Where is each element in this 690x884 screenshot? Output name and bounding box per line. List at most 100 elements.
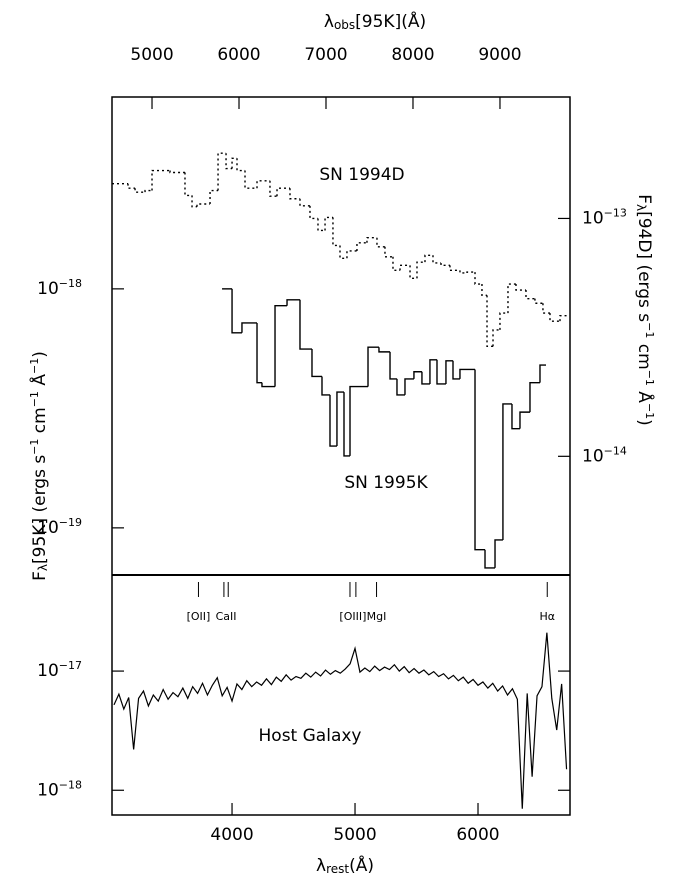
step-segment bbox=[409, 265, 417, 280]
step-segment bbox=[459, 270, 468, 274]
tick-exponent: −17 bbox=[59, 659, 82, 672]
y2-axis-label: Fλ[94D] (ergs s−1 cm−1 Å−1) bbox=[634, 194, 656, 426]
x-axis-label: λrest(Å) bbox=[316, 854, 374, 876]
y-tick-label: 10−13 bbox=[582, 207, 627, 229]
step-segment bbox=[474, 272, 482, 285]
step-segment bbox=[499, 312, 508, 330]
step-segment bbox=[329, 394, 337, 447]
step-segment bbox=[127, 183, 136, 189]
step-segment bbox=[144, 189, 153, 193]
step-segment bbox=[324, 216, 333, 231]
label-part: −1 bbox=[643, 370, 656, 386]
tick-exponent: −19 bbox=[59, 516, 82, 529]
label-part: F bbox=[634, 194, 654, 204]
tick-base: 10 bbox=[582, 446, 604, 466]
line-marker-label: MgI bbox=[367, 610, 387, 623]
label-part: F bbox=[30, 571, 50, 581]
y-axis-label: Fλ[95K] (ergs s−1 cm−1 Å−1) bbox=[28, 351, 50, 581]
x-axis-label: λobs[95K](Å) bbox=[324, 10, 426, 32]
step-segment bbox=[449, 265, 460, 272]
label-part: −1 bbox=[28, 439, 41, 455]
step-segment bbox=[432, 255, 441, 264]
label-part: [95K] (ergs s bbox=[30, 455, 50, 564]
step-segment bbox=[332, 217, 340, 247]
line-marker-label: [OIII] bbox=[339, 610, 366, 623]
step-segment bbox=[378, 347, 391, 353]
step-segment bbox=[191, 195, 197, 208]
line-marker-label: [OII] bbox=[187, 610, 211, 623]
x-tick-label: 8000 bbox=[391, 45, 434, 65]
step-segment bbox=[481, 284, 488, 297]
y-tick-label: 10−17 bbox=[37, 659, 82, 681]
tick-base: 10 bbox=[37, 780, 59, 800]
step-segment bbox=[261, 382, 276, 388]
step-segment bbox=[134, 188, 146, 193]
label-part: rest bbox=[326, 862, 349, 876]
step-segment bbox=[534, 298, 543, 304]
step-segment bbox=[151, 169, 171, 191]
step-segment bbox=[486, 295, 494, 348]
step-segment bbox=[502, 403, 512, 540]
step-segment bbox=[494, 539, 503, 568]
x-tick-label: 5000 bbox=[333, 825, 376, 845]
step-segment bbox=[317, 218, 326, 232]
step-segment bbox=[356, 242, 367, 251]
step-segment bbox=[366, 236, 377, 243]
step-segment bbox=[289, 188, 300, 200]
step-segment bbox=[231, 157, 238, 169]
tick-base: 10 bbox=[37, 279, 59, 299]
step-segment bbox=[209, 189, 219, 205]
step-segment bbox=[539, 364, 546, 383]
tick-exponent: −14 bbox=[604, 444, 627, 457]
x-tick-label: 6000 bbox=[217, 45, 260, 65]
step-segment bbox=[236, 158, 246, 172]
step-segment bbox=[384, 246, 393, 258]
label-part: ) bbox=[634, 419, 654, 426]
tick-exponent: −18 bbox=[59, 277, 82, 290]
label-part: [94D] (ergs s bbox=[634, 211, 654, 322]
step-segment bbox=[309, 205, 318, 220]
label-part: Å bbox=[634, 386, 656, 403]
y-tick-label: 10−19 bbox=[37, 516, 82, 538]
step-segment bbox=[404, 378, 414, 395]
step-segment bbox=[321, 376, 330, 396]
step-segment bbox=[196, 203, 211, 207]
step-segment bbox=[421, 371, 430, 385]
step-segment bbox=[429, 359, 437, 384]
series-label: Host Galaxy bbox=[259, 726, 362, 746]
tick-base: 10 bbox=[37, 661, 59, 681]
step-segment bbox=[549, 313, 560, 322]
label-part: −1 bbox=[28, 358, 41, 374]
step-segment bbox=[269, 180, 278, 197]
step-segment bbox=[343, 392, 351, 457]
step-segment bbox=[367, 346, 379, 387]
step-segment bbox=[445, 360, 453, 384]
label-part: −1 bbox=[643, 403, 656, 419]
step-segment bbox=[529, 381, 540, 413]
label-part: (Å) bbox=[349, 854, 374, 876]
step-segment bbox=[424, 254, 433, 263]
step-segment bbox=[459, 368, 476, 379]
step-segment bbox=[484, 549, 496, 569]
plot-frame bbox=[111, 96, 571, 816]
step-segment bbox=[349, 385, 369, 456]
step-segment bbox=[389, 351, 397, 380]
step-segment bbox=[225, 153, 233, 170]
step-segment bbox=[559, 315, 570, 322]
step-segment bbox=[466, 271, 476, 273]
step-segment bbox=[274, 305, 288, 387]
step-segment bbox=[452, 360, 460, 380]
label-part: cm bbox=[30, 407, 50, 438]
step-segment bbox=[525, 290, 535, 300]
step-segment bbox=[184, 172, 193, 197]
step-segment bbox=[217, 152, 227, 191]
x-tick-label: 7000 bbox=[304, 45, 347, 65]
step-segment bbox=[256, 180, 270, 189]
label-part: Å bbox=[28, 374, 50, 391]
line-marker-label: CaII bbox=[216, 610, 237, 623]
step-segment bbox=[515, 284, 526, 291]
step-segment bbox=[169, 170, 185, 174]
step-segment bbox=[299, 198, 310, 207]
step-segment bbox=[542, 303, 550, 314]
